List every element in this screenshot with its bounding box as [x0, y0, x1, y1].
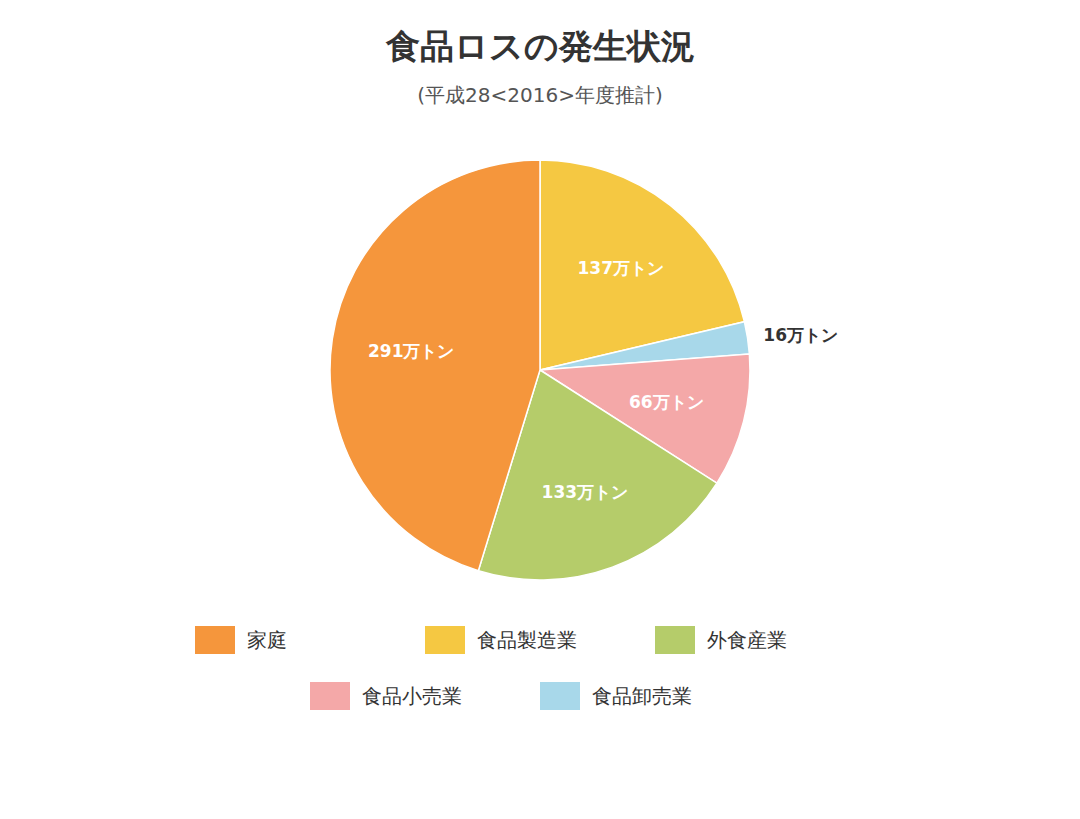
data-label: 16万トン: [763, 325, 838, 345]
legend-swatch: [310, 682, 350, 710]
chart: 食品ロスの発生状況 (平成28<2016>年度推計) 137万トン 16万トン 66万ト…: [0, 0, 1080, 819]
title: 食品ロスの発生状況: [385, 26, 695, 66]
data-label: 137万トン: [578, 258, 665, 278]
data-label: 291万トン: [368, 341, 455, 361]
legend: 家庭 食品製造業 外食産業食品小売業 食品卸売業: [195, 626, 787, 710]
legend-label: 食品小売業: [362, 684, 462, 708]
pie: [330, 160, 750, 580]
data-labels: 137万トン 16万トン 66万トン 133万トン 291万トン: [368, 258, 838, 502]
legend-item: 食品卸売業: [540, 682, 692, 710]
data-label: 66万トン: [629, 392, 704, 412]
legend-label: 食品卸売業: [592, 684, 692, 708]
legend-swatch: [195, 626, 235, 654]
legend-label: 外食産業: [707, 628, 787, 652]
slice: [330, 160, 540, 571]
legend-item: 外食産業: [655, 626, 787, 654]
legend-item: 家庭: [195, 626, 287, 654]
legend-label: 家庭: [247, 628, 287, 652]
legend-item: 食品製造業: [425, 626, 577, 654]
data-label: 133万トン: [542, 482, 629, 502]
legend-item: 食品小売業: [310, 682, 462, 710]
legend-swatch: [540, 682, 580, 710]
legend-swatch: [425, 626, 465, 654]
legend-swatch: [655, 626, 695, 654]
legend-label: 食品製造業: [477, 628, 577, 652]
subtitle: (平成28<2016>年度推計): [417, 83, 662, 107]
